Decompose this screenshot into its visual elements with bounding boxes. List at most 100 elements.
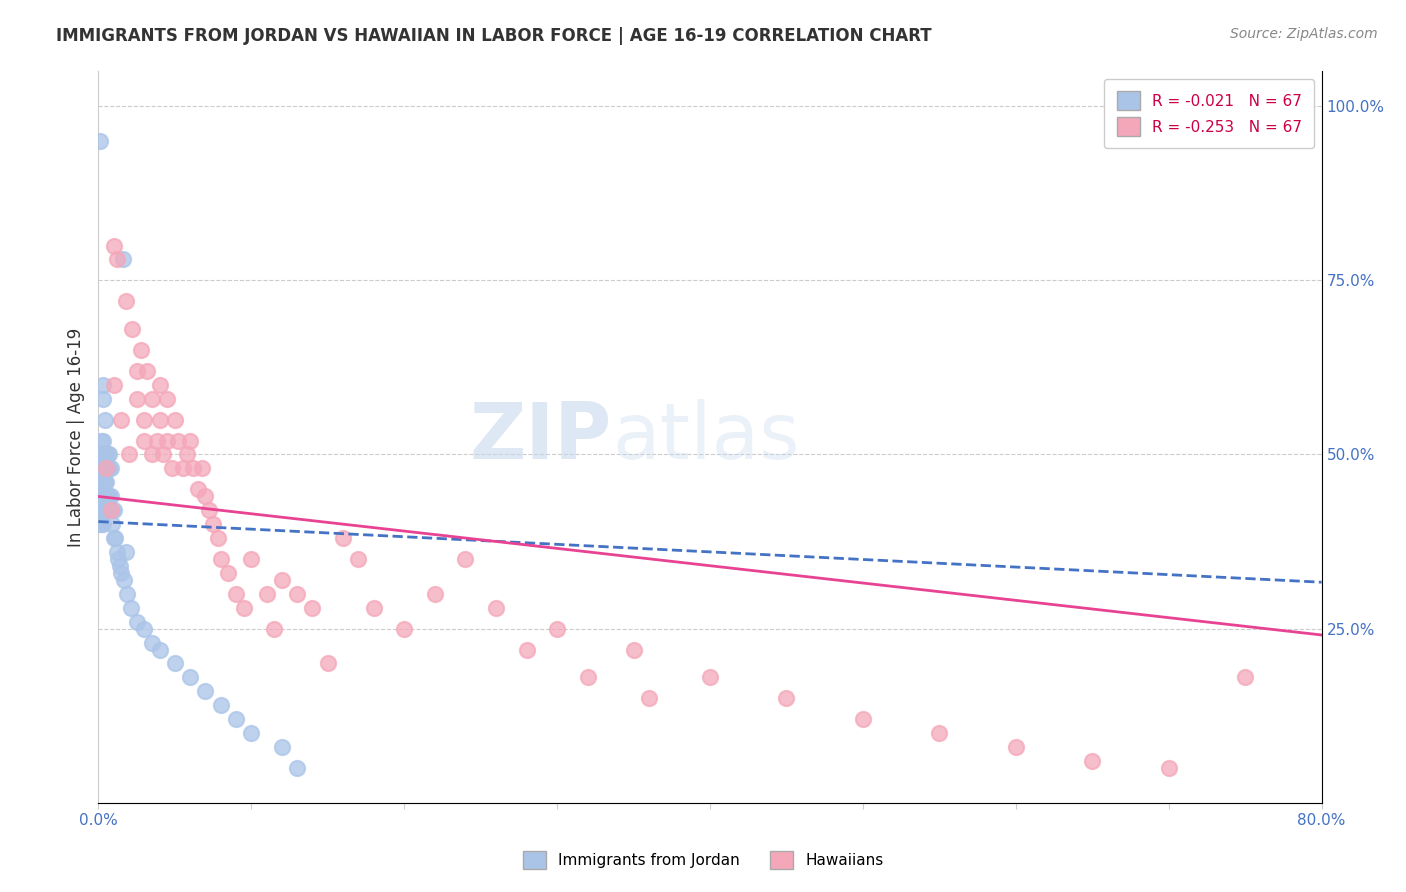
Point: [105, 545, 128, 559]
Point: [93, 412, 115, 426]
Text: atlas: atlas: [612, 399, 800, 475]
Point: [89, 503, 111, 517]
Point: [91, 392, 114, 406]
Point: [115, 545, 138, 559]
Point: [91, 448, 114, 462]
Point: [97, 461, 120, 475]
Point: [181, 461, 204, 475]
Point: [152, 448, 174, 462]
Point: [112, 573, 135, 587]
Point: [94, 503, 117, 517]
Point: [167, 434, 190, 448]
Point: [194, 684, 217, 698]
Point: [623, 642, 645, 657]
Point: [94, 475, 117, 490]
Point: [149, 377, 172, 392]
Point: [89, 510, 111, 524]
Point: [115, 294, 138, 309]
Text: Source: ZipAtlas.com: Source: ZipAtlas.com: [1230, 27, 1378, 41]
Point: [94, 461, 117, 475]
Point: [160, 461, 183, 475]
Point: [98, 448, 121, 462]
Point: [454, 552, 477, 566]
Point: [217, 566, 239, 580]
Point: [91, 517, 114, 532]
Point: [107, 552, 129, 566]
Point: [270, 573, 292, 587]
Point: [134, 434, 156, 448]
Point: [90, 489, 112, 503]
Point: [101, 517, 124, 532]
Point: [256, 587, 278, 601]
Point: [285, 587, 308, 601]
Point: [108, 558, 131, 573]
Point: [1234, 670, 1257, 684]
Point: [110, 566, 132, 580]
Point: [141, 448, 163, 462]
Y-axis label: In Labor Force | Age 16-19: In Labor Force | Age 16-19: [66, 327, 84, 547]
Point: [392, 622, 416, 636]
Point: [176, 448, 198, 462]
Point: [197, 503, 219, 517]
Point: [187, 483, 209, 497]
Point: [118, 448, 141, 462]
Point: [546, 622, 568, 636]
Point: [270, 740, 292, 755]
Text: ZIP: ZIP: [470, 399, 612, 475]
Point: [347, 552, 370, 566]
Point: [207, 531, 229, 545]
Point: [485, 600, 508, 615]
Point: [97, 489, 120, 503]
Point: [149, 412, 172, 426]
Point: [240, 552, 263, 566]
Point: [98, 489, 121, 503]
Point: [120, 600, 142, 615]
Point: [156, 392, 179, 406]
Point: [121, 322, 143, 336]
Point: [93, 461, 115, 475]
Point: [94, 461, 117, 475]
Point: [209, 552, 232, 566]
Point: [105, 252, 128, 267]
Point: [90, 448, 112, 462]
Point: [516, 642, 538, 657]
Point: [93, 475, 115, 490]
Point: [363, 600, 385, 615]
Point: [111, 252, 134, 267]
Point: [134, 622, 156, 636]
Point: [93, 503, 115, 517]
Point: [1004, 740, 1026, 755]
Point: [149, 642, 172, 657]
Point: [163, 412, 186, 426]
Point: [117, 587, 139, 601]
Point: [699, 670, 721, 684]
Point: [179, 670, 201, 684]
Point: [232, 600, 254, 615]
Point: [163, 657, 186, 671]
Point: [576, 670, 599, 684]
Point: [775, 691, 797, 706]
Point: [93, 448, 115, 462]
Point: [125, 392, 148, 406]
Point: [240, 726, 263, 740]
Point: [225, 587, 247, 601]
Point: [156, 434, 179, 448]
Point: [316, 657, 339, 671]
Point: [90, 475, 112, 490]
Point: [91, 489, 114, 503]
Point: [97, 503, 120, 517]
Point: [145, 434, 167, 448]
Point: [90, 503, 112, 517]
Point: [100, 461, 122, 475]
Point: [225, 712, 247, 726]
Legend: Immigrants from Jordan, Hawaiians: Immigrants from Jordan, Hawaiians: [516, 845, 890, 875]
Point: [141, 392, 163, 406]
Point: [103, 531, 125, 545]
Point: [91, 434, 114, 448]
Point: [852, 712, 875, 726]
Point: [101, 503, 124, 517]
Point: [141, 635, 163, 649]
Point: [125, 364, 148, 378]
Point: [285, 761, 308, 775]
Point: [301, 600, 323, 615]
